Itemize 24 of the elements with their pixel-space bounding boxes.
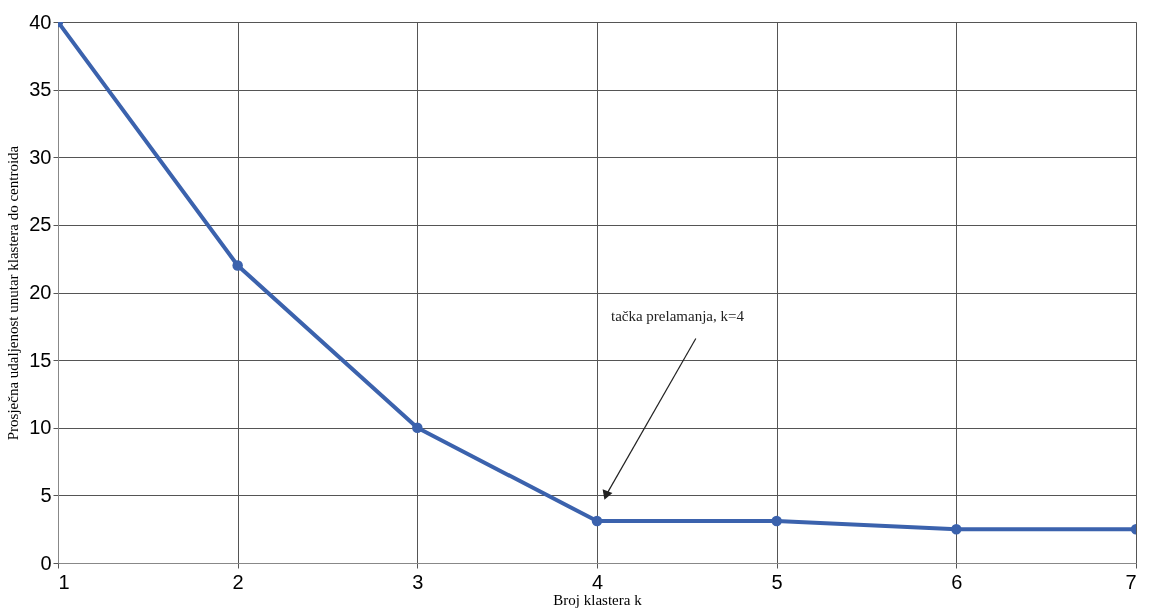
x-tick-label: 7 <box>1125 570 1137 593</box>
x-axis-title: Broj klastera k <box>553 591 643 608</box>
x-tick-label: 5 <box>771 570 783 593</box>
y-axis-title: Prosječna udaljenost unutar klastera do centroida <box>5 145 22 441</box>
y-tick-label: 40 <box>29 10 52 33</box>
x-tick-label: 2 <box>232 570 244 593</box>
annotation: tačka prelamanja, k=4 <box>610 308 745 325</box>
y-tick-label: 10 <box>29 416 52 439</box>
point <box>771 515 782 527</box>
y-tick-label: 0 <box>40 551 52 574</box>
x-tick-label: 1 <box>58 570 70 593</box>
point <box>951 523 962 535</box>
y-tick-label: 20 <box>29 281 52 303</box>
y-tick-label: 35 <box>29 78 52 101</box>
point <box>232 260 243 271</box>
y-tick-label: 30 <box>29 145 52 168</box>
point <box>412 422 423 433</box>
x-tick-label: 6 <box>951 570 963 593</box>
point <box>591 515 603 527</box>
y-tick-label: 5 <box>40 483 52 506</box>
y-tick-label: 25 <box>29 213 52 236</box>
x-tick-label: 3 <box>412 570 424 593</box>
x-tick-label: 4 <box>591 570 604 593</box>
y-tick-label: 15 <box>29 348 52 371</box>
